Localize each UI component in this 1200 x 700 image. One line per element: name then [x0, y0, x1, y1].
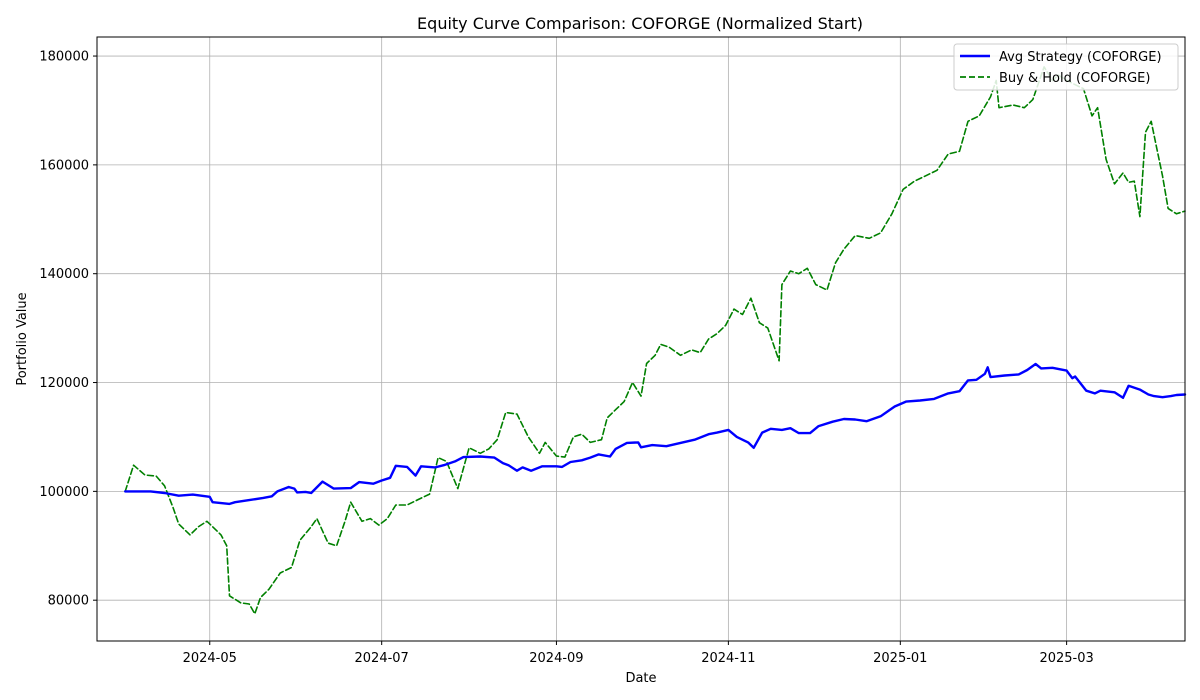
chart-title: Equity Curve Comparison: COFORGE (Normal…	[417, 14, 863, 33]
x-tick-label: 2024-05	[183, 651, 237, 666]
y-axis-title: Portfolio Value	[15, 292, 30, 385]
x-tick-label: 2025-03	[1039, 651, 1093, 666]
y-tick-label: 180000	[39, 50, 89, 65]
x-tick-label: 2024-11	[701, 651, 755, 666]
y-tick-label: 140000	[39, 267, 89, 282]
x-axis-title: Date	[625, 671, 656, 686]
x-tick-label: 2025-01	[873, 651, 927, 666]
legend-label-buyhold: Buy & Hold (COFORGE)	[999, 71, 1150, 86]
series-line-strategy	[124, 362, 1187, 506]
legend-label-strategy: Avg Strategy (COFORGE)	[999, 50, 1162, 65]
y-tick-label: 100000	[39, 485, 89, 500]
grid	[97, 37, 1185, 641]
legend-box	[953, 43, 1179, 91]
x-tick-label: 2024-09	[529, 651, 583, 666]
x-tick-label: 2024-07	[355, 651, 409, 666]
series-layer	[124, 66, 1187, 615]
tick-layer: 2024-05 2024-07 2024-09 2024-11 2025-01 2025-…	[39, 50, 1093, 666]
y-tick-label: 120000	[39, 376, 89, 391]
y-tick-label: 80000	[48, 594, 89, 609]
legend: Avg Strategy (COFORGE) Buy & Hold (COFOR…	[953, 43, 1179, 91]
y-tick-label: 160000	[39, 158, 89, 173]
plot-frame	[96, 36, 1186, 642]
series-line-buyhold	[124, 66, 1186, 615]
